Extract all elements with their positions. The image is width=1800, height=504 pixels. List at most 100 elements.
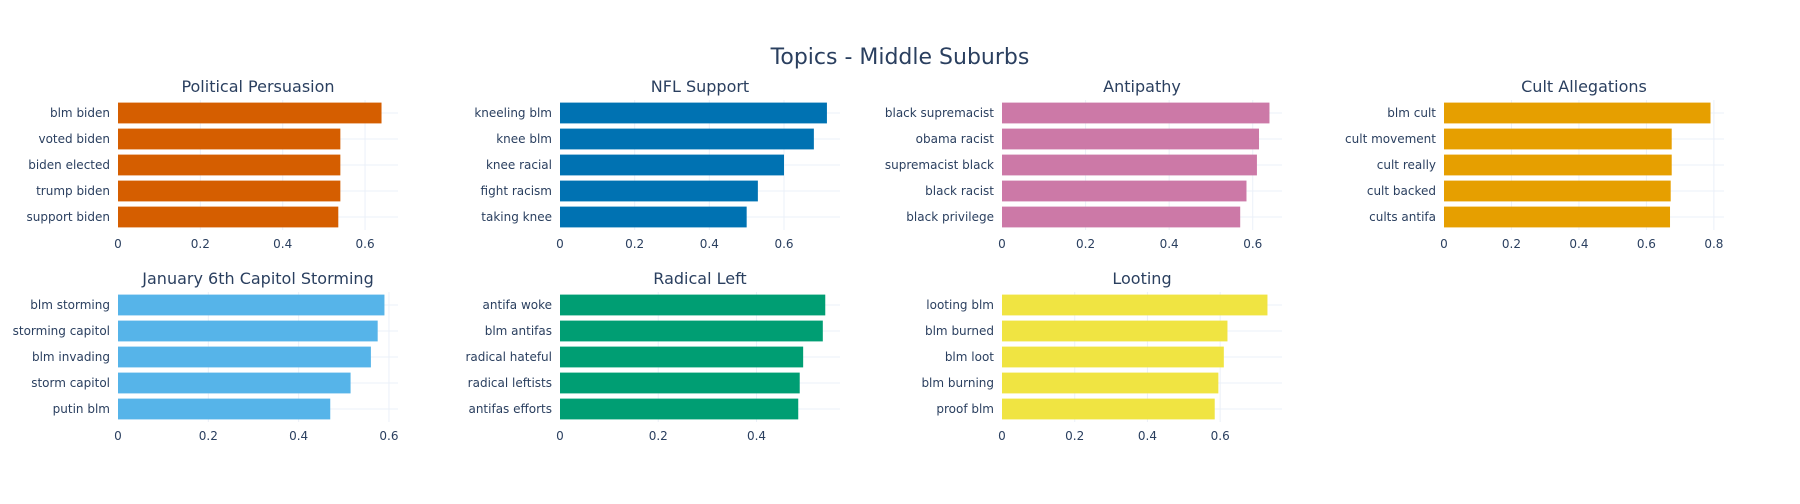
subplot-title: Antipathy: [1103, 77, 1181, 96]
y-tick-label: kneeling blm: [474, 106, 552, 120]
y-tick-label: looting blm: [926, 298, 994, 312]
x-tick-label: 0: [998, 237, 1006, 251]
y-tick-label: blm storming: [30, 298, 110, 312]
bar: [1444, 154, 1672, 176]
subplot-title: Looting: [1112, 269, 1171, 288]
bar: [118, 398, 331, 420]
bar: [1444, 180, 1671, 202]
bar: [560, 346, 804, 368]
bar: [560, 398, 799, 420]
x-tick-label: 0.2: [1065, 429, 1084, 443]
subplot-1: blm biden voted biden biden elected trump b…: [27, 77, 398, 251]
x-tick-label: 0: [114, 429, 122, 443]
y-tick-label: trump biden: [36, 184, 110, 198]
y-tick-label: blm loot: [945, 350, 994, 364]
bar: [118, 102, 382, 124]
subplot-5: blm storming storming capitol blm invading…: [13, 269, 399, 443]
y-tick-label: cults antifa: [1369, 210, 1436, 224]
bar: [118, 320, 378, 342]
bar: [1444, 206, 1671, 228]
y-tick-label: storm capitol: [31, 376, 110, 390]
y-tick-label: taking knee: [481, 210, 552, 224]
x-tick-label: 0.2: [191, 237, 210, 251]
y-tick-label: cult movement: [1345, 132, 1436, 146]
y-tick-label: voted biden: [38, 132, 110, 146]
y-tick-label: fight racism: [481, 184, 552, 198]
bar: [560, 102, 827, 124]
bar: [560, 294, 826, 316]
x-tick-label: 0.8: [1704, 237, 1723, 251]
bar: [1002, 346, 1224, 368]
bar: [1002, 128, 1260, 150]
y-tick-label: radical leftists: [468, 376, 552, 390]
x-tick-label: 0.6: [774, 237, 793, 251]
bar: [560, 128, 814, 150]
y-tick-label: blm cult: [1387, 106, 1436, 120]
bar: [118, 206, 339, 228]
x-tick-label: 0.2: [1502, 237, 1521, 251]
x-tick-label: 0: [114, 237, 122, 251]
bar: [118, 372, 351, 394]
subplot-2: kneeling blm knee blm knee racial fight rac…: [474, 77, 840, 251]
bar: [118, 128, 341, 150]
y-tick-label: supremacist black: [885, 158, 994, 172]
bar: [118, 154, 341, 176]
x-tick-label: 0: [998, 429, 1006, 443]
x-tick-label: 0.4: [1160, 237, 1179, 251]
x-tick-label: 0.6: [356, 237, 375, 251]
bar: [1002, 398, 1215, 420]
x-tick-label: 0.6: [1637, 237, 1656, 251]
y-tick-label: cult backed: [1367, 184, 1436, 198]
y-tick-label: putin blm: [53, 402, 110, 416]
x-tick-label: 0.2: [1076, 237, 1095, 251]
chart-title: Topics - Middle Suburbs: [770, 45, 1030, 70]
x-tick-label: 0: [556, 237, 564, 251]
bar: [1002, 154, 1257, 176]
y-tick-label: black privilege: [906, 210, 994, 224]
x-tick-label: 0: [556, 429, 564, 443]
y-tick-label: blm burned: [925, 324, 994, 338]
x-tick-label: 0.2: [625, 237, 644, 251]
subplot-title: Political Persuasion: [181, 77, 334, 96]
x-tick-label: 0.2: [199, 429, 218, 443]
y-tick-label: blm biden: [50, 106, 110, 120]
y-tick-label: obama racist: [916, 132, 995, 146]
y-tick-label: biden elected: [28, 158, 110, 172]
subplot-title: NFL Support: [651, 77, 749, 96]
subplot-title: Radical Left: [653, 269, 746, 288]
subplot-7: looting blm blm burned blm loot blm burning…: [921, 269, 1282, 443]
y-tick-label: storming capitol: [13, 324, 110, 338]
bar: [560, 372, 800, 394]
x-tick-label: 0.4: [273, 237, 292, 251]
x-tick-label: 0.6: [379, 429, 398, 443]
bar: [560, 206, 747, 228]
x-tick-label: 0.2: [649, 429, 668, 443]
bar: [1002, 206, 1241, 228]
bar: [118, 294, 385, 316]
x-tick-label: 0: [1440, 237, 1448, 251]
y-tick-label: knee racial: [486, 158, 552, 172]
y-tick-label: blm antifas: [485, 324, 552, 338]
y-tick-label: antifas efforts: [468, 402, 552, 416]
y-tick-label: black racist: [925, 184, 994, 198]
x-tick-label: 0.4: [1138, 429, 1157, 443]
bar: [1002, 180, 1247, 202]
bar: [1002, 102, 1270, 124]
x-tick-label: 0.6: [1211, 429, 1230, 443]
bar: [118, 180, 341, 202]
subplot-title: Cult Allegations: [1521, 77, 1647, 96]
y-tick-label: blm burning: [921, 376, 994, 390]
subplot-4: blm cult cult movement cult really cult bac…: [1345, 77, 1724, 251]
bar: [1002, 372, 1219, 394]
y-tick-label: proof blm: [936, 402, 994, 416]
y-tick-label: support biden: [27, 210, 110, 224]
bar: [118, 346, 371, 368]
x-tick-label: 0.4: [1569, 237, 1588, 251]
bar: [1002, 320, 1228, 342]
bar: [560, 320, 823, 342]
y-tick-label: black supremacist: [885, 106, 994, 120]
y-tick-label: antifa woke: [483, 298, 552, 312]
subplot-title: January 6th Capitol Storming: [141, 269, 373, 288]
bar: [1444, 102, 1711, 124]
